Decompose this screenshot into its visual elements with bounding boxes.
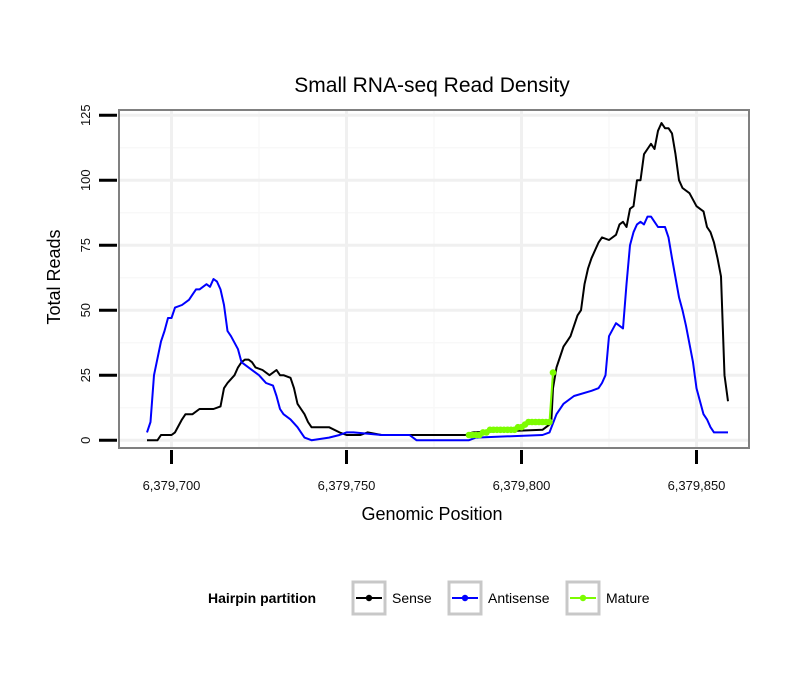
- y-tick-label: 75: [78, 238, 93, 252]
- plot-area: [118, 109, 750, 449]
- series-antisense: [146, 215, 728, 442]
- series-sense: [147, 122, 729, 442]
- legend-marker-sense: [365, 594, 373, 602]
- x-tick-label: 6,379,750: [318, 478, 376, 493]
- legend-item-mature: Mature: [565, 580, 650, 616]
- y-tick-label: 100: [78, 169, 93, 191]
- chart-title: Small RNA-seq Read Density: [294, 74, 570, 97]
- y-tick-label: 25: [78, 368, 93, 382]
- series-mature: [465, 369, 557, 439]
- y-axis-title: Total Reads: [44, 229, 64, 324]
- y-tick-label: 50: [78, 303, 93, 317]
- legend-marker-mature: [579, 594, 587, 602]
- legend-item-sense: Sense: [351, 580, 432, 616]
- legend-item-antisense: Antisense: [447, 580, 550, 616]
- x-axis-title: Genomic Position: [361, 504, 502, 524]
- legend-label-antisense: Antisense: [488, 590, 550, 606]
- series-layer: [146, 122, 729, 442]
- plot-border: [118, 109, 750, 449]
- data-point-mature: [546, 418, 553, 426]
- series-line-antisense: [146, 215, 728, 442]
- series-line-sense: [147, 122, 729, 442]
- legend-label-mature: Mature: [606, 590, 650, 606]
- grid: [119, 110, 749, 448]
- x-tick-label: 6,379,700: [143, 478, 201, 493]
- x-axis: 6,379,700 6,379,750 6,379,800 6,379,850: [143, 450, 726, 493]
- x-tick-label: 6,379,850: [668, 478, 726, 493]
- legend-label-sense: Sense: [392, 590, 432, 606]
- data-point-mature: [549, 369, 557, 376]
- y-tick-label: 0: [78, 437, 93, 444]
- legend: Hairpin partition Sense Antisense Mature: [208, 580, 650, 616]
- legend-marker-antisense: [461, 594, 469, 602]
- y-axis: 0 25 50 75 100 125: [78, 104, 117, 444]
- legend-title: Hairpin partition: [208, 590, 316, 606]
- y-tick-label: 125: [78, 104, 93, 126]
- x-tick-label: 6,379,800: [493, 478, 551, 493]
